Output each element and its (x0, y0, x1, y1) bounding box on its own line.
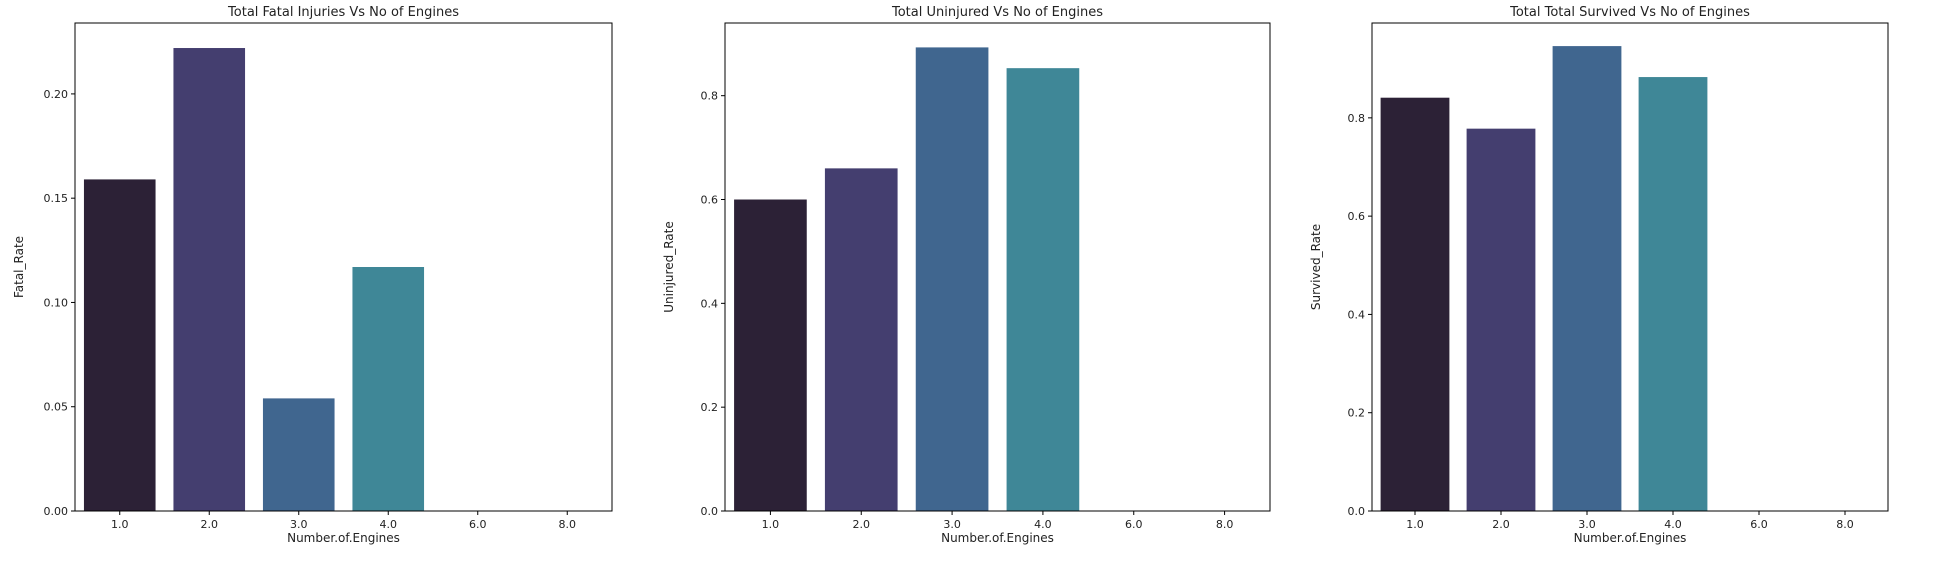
bar-4-0 (1006, 68, 1080, 511)
x-tick-label: 6.0 (1750, 518, 1768, 531)
x-tick-label: 2.0 (853, 518, 871, 531)
bar-2-0 (1466, 128, 1536, 512)
chart-title: Total Total Survived Vs No of Engines (1509, 5, 1750, 20)
x-tick-label: 4.0 (1034, 518, 1052, 531)
x-tick-label: 8.0 (1216, 518, 1234, 531)
y-axis-label: Uninjured_Rate (662, 221, 676, 312)
chart-panel-2: Total Uninjured Vs No of Engines 1.0 2.0 3.… (662, 5, 1271, 545)
chart-panel-3: Total Total Survived Vs No of Engines 1.0… (1309, 5, 1889, 545)
y-tick-label: 0.15 (44, 192, 69, 205)
bar-4-0 (1638, 77, 1708, 511)
bar-1-0 (83, 179, 156, 511)
bar-1-0 (1380, 97, 1450, 512)
y-tick-label: 0.00 (44, 505, 69, 518)
y-tick-label: 0.2 (701, 401, 719, 414)
chart-title: Total Uninjured Vs No of Engines (891, 5, 1103, 20)
x-tick-label: 4.0 (1664, 518, 1682, 531)
y-axis-label: Fatal_Rate (12, 236, 26, 298)
y-tick-label: 0.2 (1348, 407, 1366, 420)
x-axis-label: Number.of.Engines (941, 531, 1054, 545)
x-tick-label: 6.0 (469, 518, 487, 531)
x-tick-label: 2.0 (201, 518, 219, 531)
axes-frame (1371, 22, 1889, 512)
y-axis-label: Survived_Rate (1309, 224, 1323, 310)
bar-2-0 (824, 168, 898, 512)
y-tick-label: 0.10 (44, 296, 69, 309)
chart-title: Total Fatal Injuries Vs No of Engines (227, 5, 459, 20)
axes-frame (724, 22, 1271, 512)
x-tick-label: 8.0 (559, 518, 577, 531)
x-tick-label: 1.0 (111, 518, 129, 531)
x-axis-label: Number.of.Engines (1574, 531, 1687, 545)
x-tick-label: 2.0 (1492, 518, 1510, 531)
axes-frame (74, 22, 613, 512)
x-tick-label: 3.0 (1578, 518, 1596, 531)
y-tick-label: 0.05 (44, 401, 69, 414)
chart-panel-1: Total Fatal Injuries Vs No of Engines 1.0… (12, 5, 613, 545)
x-axis-label: Number.of.Engines (287, 531, 400, 545)
y-tick-label: 0.20 (44, 88, 69, 101)
bar-3-0 (262, 398, 335, 511)
bar-2-0 (173, 48, 246, 512)
y-tick-label: 0.8 (701, 90, 719, 103)
x-tick-label: 1.0 (1406, 518, 1424, 531)
x-tick-label: 3.0 (290, 518, 308, 531)
y-tick-label: 0.6 (1348, 210, 1366, 223)
y-tick-label: 0.6 (701, 194, 719, 207)
x-tick-label: 4.0 (380, 518, 398, 531)
y-tick-label: 0.4 (1348, 308, 1366, 321)
y-tick-label: 0.0 (701, 505, 719, 518)
x-tick-label: 1.0 (762, 518, 780, 531)
bar-4-0 (352, 267, 425, 511)
x-tick-label: 6.0 (1125, 518, 1143, 531)
bar-3-0 (1552, 46, 1622, 511)
bar-1-0 (734, 199, 807, 512)
y-tick-label: 0.0 (1348, 505, 1366, 518)
y-tick-label: 0.4 (701, 297, 719, 310)
y-tick-label: 0.8 (1348, 112, 1366, 125)
x-tick-label: 3.0 (943, 518, 961, 531)
bar-3-0 (915, 47, 989, 512)
x-tick-label: 8.0 (1836, 518, 1854, 531)
